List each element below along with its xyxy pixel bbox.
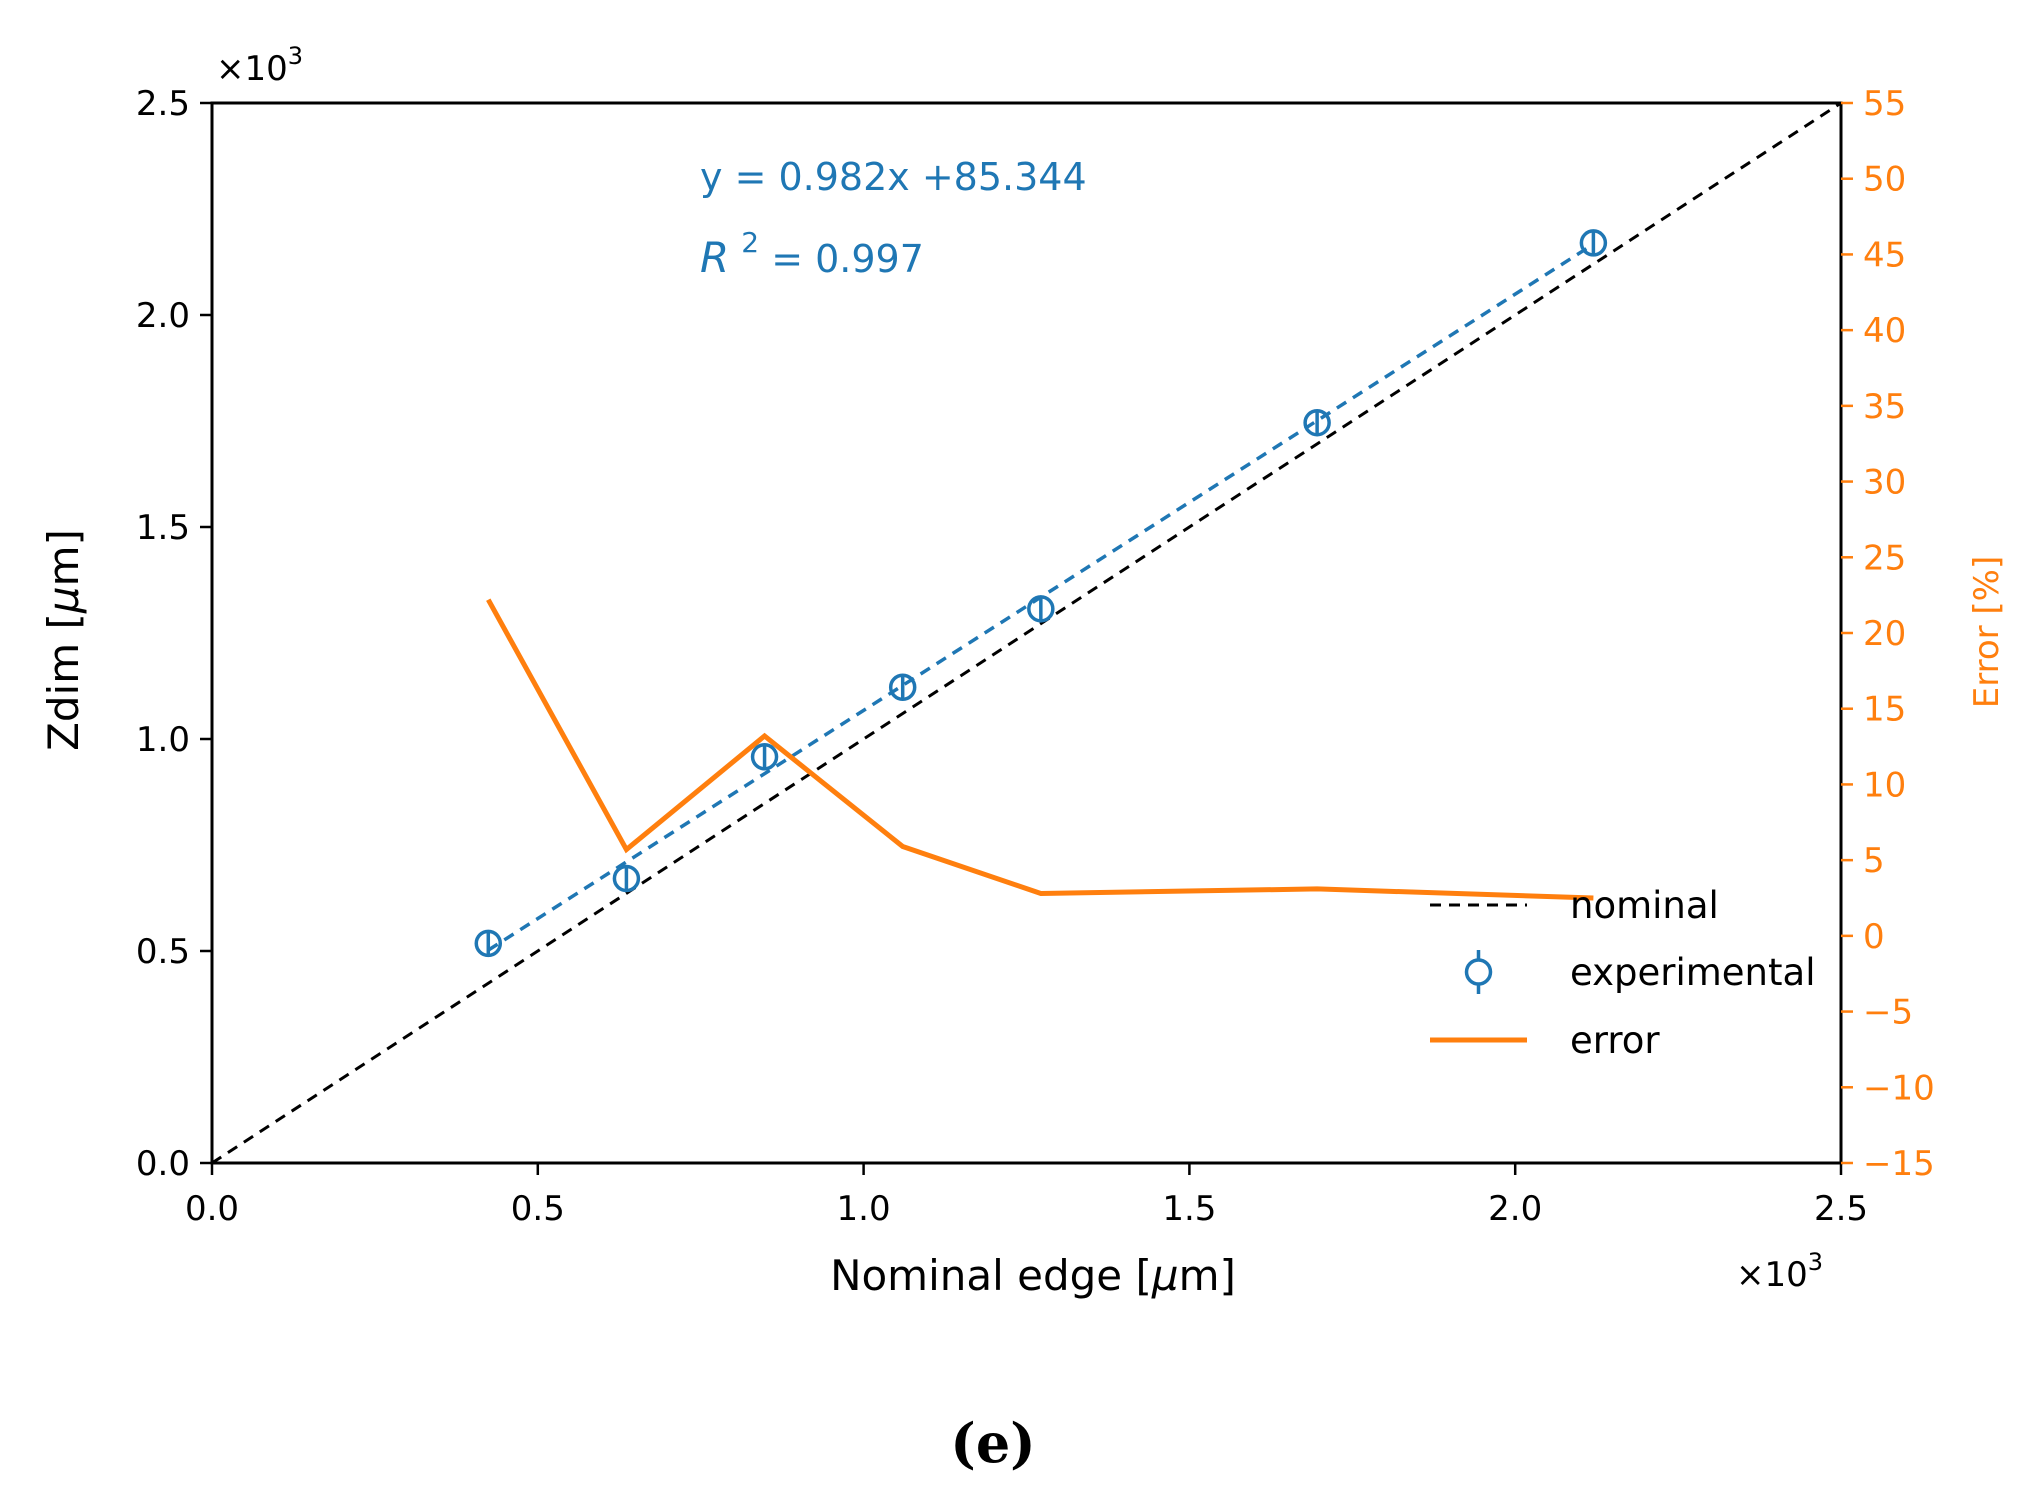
experimental-point [1027, 595, 1055, 623]
x-tick-label: 1.5 [1162, 1189, 1216, 1229]
y2-tick-label: 15 [1863, 690, 1906, 730]
y-label-prefix: Zdim [ [39, 613, 88, 751]
y-scale-exp: 3 [288, 42, 303, 70]
x-tick-label: 2.5 [1814, 1189, 1868, 1229]
r2-symbol: R [700, 233, 729, 282]
y-scale-multiplier: ×103 [216, 42, 303, 89]
x-label-suffix: m] [1179, 1251, 1236, 1300]
y-tick-label: 1.5 [136, 508, 190, 548]
error-line [486, 598, 1594, 901]
panel-label: (e) [950, 1411, 1035, 1475]
y2-tick-label: −15 [1863, 1144, 1935, 1184]
y-scale-base: ×10 [216, 49, 288, 89]
y2-tick-label: 55 [1863, 84, 1906, 124]
x-axis-label: Nominal edge [μm] [830, 1251, 1236, 1300]
experimental-point [888, 673, 917, 702]
y2-tick-label: 45 [1863, 235, 1906, 275]
y-tick-label: 2.0 [136, 296, 190, 336]
experimental-point [1579, 229, 1608, 257]
experimental-point [612, 864, 641, 893]
r2-exponent: 2 [741, 226, 759, 259]
y-axis-label: Zdim [μm] [39, 529, 88, 751]
experimental-point [1303, 408, 1331, 437]
experimental-point [750, 743, 779, 771]
x-tick-label: 0.0 [185, 1189, 239, 1229]
y-label-suffix: m] [39, 529, 88, 586]
x-scale-multiplier: ×103 [1736, 1248, 1823, 1295]
y2-tick-label: −5 [1863, 993, 1913, 1033]
fit-equation: y = 0.982x +85.344 [700, 155, 1087, 199]
y-tick-label: 2.5 [136, 84, 190, 124]
x-scale-base: ×10 [1736, 1255, 1808, 1295]
legend-label-experimental: experimental [1570, 951, 1815, 994]
experimental-point [474, 929, 503, 958]
r-squared-annotation: R 2 = 0.997 [700, 217, 924, 282]
y-label-mu: μ [39, 586, 88, 614]
legend-swatch-marker [1464, 958, 1493, 986]
y2-tick-label: 0 [1863, 917, 1885, 957]
legend-label-nominal: nominal [1570, 884, 1719, 927]
x-tick-label: 2.0 [1488, 1189, 1542, 1229]
y2-tick-label: 5 [1863, 841, 1885, 881]
y-tick-label: 1.0 [136, 720, 190, 760]
x-tick-label: 1.0 [837, 1189, 891, 1229]
y2-tick-label: 25 [1863, 538, 1906, 578]
y2-tick-label: 30 [1863, 463, 1906, 503]
r2-value: = 0.997 [771, 237, 924, 281]
y2-tick-label: 50 [1863, 160, 1906, 200]
x-tick-label: 0.5 [511, 1189, 565, 1229]
y2-tick-label: 10 [1863, 765, 1906, 805]
y-tick-label: 0.0 [136, 1144, 190, 1184]
y2-tick-label: 35 [1863, 387, 1906, 427]
y2-axis-label: Error [%] [1967, 556, 2007, 709]
x-scale-exp: 3 [1808, 1248, 1823, 1276]
nominal-line [211, 101, 1842, 1165]
legend-label-error: error [1570, 1019, 1660, 1062]
y2-tick-label: 40 [1863, 311, 1906, 351]
x-label-mu: μ [1151, 1251, 1179, 1300]
y2-tick-label: −10 [1863, 1068, 1935, 1108]
x-label-prefix: Nominal edge [ [830, 1251, 1152, 1300]
y-tick-label: 0.5 [136, 932, 190, 972]
y2-tick-label: 20 [1863, 614, 1906, 654]
